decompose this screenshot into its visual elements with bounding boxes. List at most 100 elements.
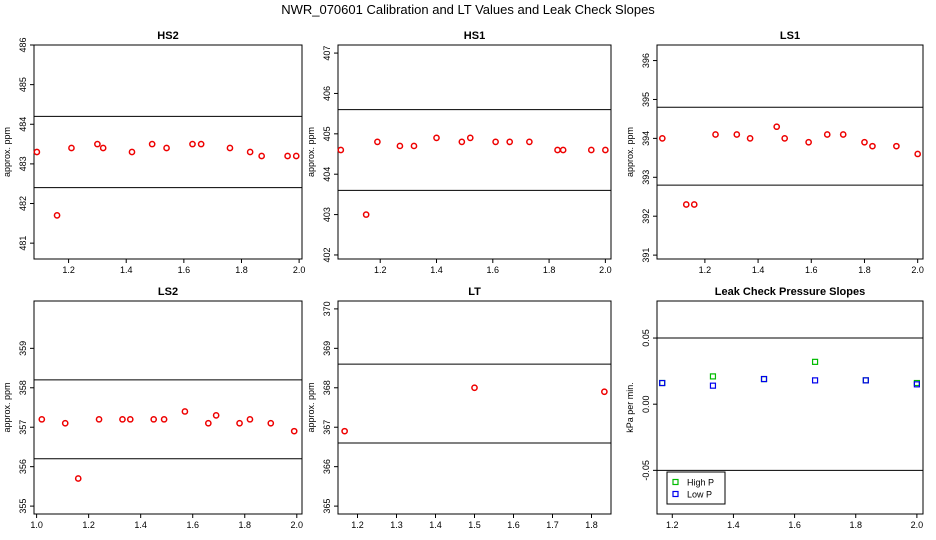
data-point	[471, 384, 478, 392]
plot-frame	[337, 44, 612, 260]
data-point	[914, 150, 922, 158]
y-axis-label: approx. ppm	[2, 127, 12, 177]
y-tick-label: 355	[18, 499, 28, 514]
x-tick-label: 1.2	[699, 265, 712, 275]
panel-title: LS1	[780, 30, 800, 42]
plot-frame	[656, 300, 924, 515]
x-tick-label: 1.8	[585, 520, 598, 530]
data-point	[99, 144, 107, 152]
data-point	[893, 142, 900, 150]
legend-marker	[672, 490, 679, 498]
panel-2: HS1 approx. ppm 1.2 1.4 1.6 1.8 2.0 402 403 404 40…	[306, 30, 612, 275]
x-tick-label: 1.2	[62, 265, 75, 275]
legend-label: Low P	[687, 490, 712, 500]
x-tick-label: 1.0	[30, 520, 43, 530]
data-point	[760, 375, 768, 383]
x-tick-label: 2.0	[291, 520, 304, 530]
y-tick-label: 481	[18, 236, 28, 251]
plot-frame	[33, 44, 303, 260]
y-tick-label: 367	[322, 420, 332, 435]
y-tick-label: 402	[322, 247, 332, 262]
y-tick-label: 368	[322, 380, 332, 395]
x-tick-label: 1.8	[858, 265, 871, 275]
x-tick-label: 1.6	[487, 265, 500, 275]
panel-4: LS2 approx. ppm 1.0 1.2 1.4 1.6 1.8 2.0 355 356 35…	[2, 286, 303, 530]
y-tick-label: 483	[18, 156, 28, 171]
data-point	[869, 142, 876, 150]
y-tick-label: 405	[322, 126, 332, 141]
panel-1: HS2 approx. ppm 1.2 1.4 1.6 1.8 2.0 481 482 483 48…	[2, 30, 305, 275]
x-tick-label: 1.7	[546, 520, 559, 530]
data-point	[602, 146, 609, 154]
panel-title: Leak Check Pressure Slopes	[715, 286, 865, 298]
x-tick-label: 2.0	[911, 265, 924, 275]
data-point	[119, 415, 126, 423]
y-tick-label: 366	[322, 459, 332, 474]
y-tick-label: 394	[641, 131, 651, 146]
data-point	[601, 388, 608, 396]
panel-6: Leak Check Pressure Slopes kPa per min. 1.…	[625, 286, 924, 530]
data-point	[181, 408, 189, 415]
legend-marker	[672, 478, 679, 486]
x-tick-label: 1.3	[390, 520, 403, 530]
data-point	[61, 419, 69, 427]
data-point	[150, 415, 158, 423]
data-point	[458, 138, 466, 146]
y-tick-label: 0.05	[641, 329, 651, 347]
x-tick-label: 1.6	[788, 520, 801, 530]
x-tick-label: 1.4	[430, 265, 443, 275]
y-tick-label: 403	[322, 207, 332, 222]
data-point	[492, 138, 499, 146]
y-tick-label: 396	[641, 53, 651, 68]
y-axis-label: approx. ppm	[625, 127, 635, 177]
x-tick-label: 1.2	[82, 520, 95, 530]
y-axis-label: approx. ppm	[2, 382, 12, 432]
data-point	[781, 135, 789, 142]
y-tick-label: 358	[18, 380, 28, 395]
legend-label: High P	[687, 478, 714, 488]
x-tick-label: 1.8	[238, 520, 251, 530]
y-tick-label: 359	[18, 341, 28, 356]
x-tick-label: 1.6	[178, 265, 191, 275]
data-point	[284, 152, 291, 160]
data-point	[204, 419, 212, 427]
y-tick-label: 404	[322, 167, 332, 182]
data-point	[341, 427, 348, 435]
x-tick-label: 1.6	[507, 520, 520, 530]
y-tick-label: 391	[641, 248, 651, 263]
data-point	[712, 131, 719, 138]
y-tick-label: 369	[322, 341, 332, 356]
y-axis-label: kPa per min.	[625, 382, 635, 433]
x-tick-label: 1.2	[351, 520, 364, 530]
data-point	[805, 138, 812, 146]
panel-3: LS1 approx. ppm 1.2 1.4 1.6 1.8 2.0 391 392 393 39…	[625, 30, 924, 275]
data-point	[587, 146, 595, 154]
data-point	[362, 211, 370, 218]
x-tick-label: 1.4	[752, 265, 765, 275]
y-tick-label: 485	[18, 77, 28, 92]
panel-title: LT	[468, 286, 481, 298]
data-point	[862, 377, 869, 384]
data-point	[236, 419, 243, 427]
data-point	[292, 152, 300, 160]
x-tick-label: 2.0	[599, 265, 612, 275]
data-point	[337, 146, 345, 154]
data-point	[226, 144, 234, 152]
x-tick-label: 1.4	[134, 520, 147, 530]
y-tick-label: 407	[322, 46, 332, 61]
data-point	[197, 140, 205, 148]
x-tick-label: 1.2	[666, 520, 679, 530]
data-point	[410, 142, 418, 150]
data-point	[148, 140, 156, 148]
legend-box	[666, 471, 726, 505]
data-point	[95, 415, 103, 423]
data-point	[862, 377, 869, 384]
data-point	[163, 144, 170, 152]
data-point	[913, 381, 920, 388]
x-tick-label: 1.4	[727, 520, 740, 530]
data-point	[290, 427, 298, 435]
data-point	[68, 144, 75, 152]
x-tick-label: 2.0	[293, 265, 306, 275]
data-point	[74, 475, 82, 482]
data-point	[189, 140, 196, 148]
